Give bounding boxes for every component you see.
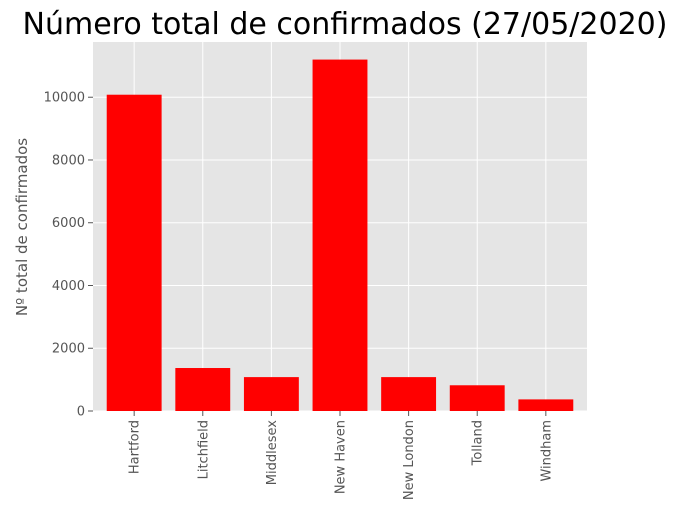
x-tick-label: New Haven [334, 420, 349, 494]
x-tick-label: Hartford [128, 420, 143, 474]
y-tick-label: 10000 [44, 91, 85, 106]
bar-middlesex [243, 377, 299, 411]
bar-tolland [449, 385, 505, 411]
x-tick-label: Windham [539, 420, 554, 482]
y-tick-label: 4000 [52, 279, 85, 294]
bar-litchfield [175, 368, 231, 411]
bar-new-london [381, 377, 437, 411]
bar-windham [518, 399, 574, 411]
x-axis-ticks: Hartford Litchfield Middlesex New Haven New … [128, 411, 554, 500]
chart-title: Número total de confirmados (27/05/2020) [23, 7, 668, 42]
y-tick-label: 2000 [52, 342, 85, 357]
y-axis-label: Nº total de confirmados [13, 138, 31, 316]
bars [106, 59, 574, 411]
x-tick-label: Litchfield [196, 420, 211, 479]
bar-hartford [106, 94, 162, 411]
x-tick-label: Middlesex [265, 420, 280, 485]
y-tick-label: 6000 [52, 216, 85, 231]
bar-new-haven [312, 59, 368, 411]
x-tick-label: New London [402, 420, 417, 500]
x-tick-label: Tolland [471, 420, 486, 466]
y-axis-ticks: 0 2000 4000 6000 8000 10000 [44, 91, 93, 420]
y-tick-label: 0 [77, 405, 85, 420]
y-tick-label: 8000 [52, 153, 85, 168]
